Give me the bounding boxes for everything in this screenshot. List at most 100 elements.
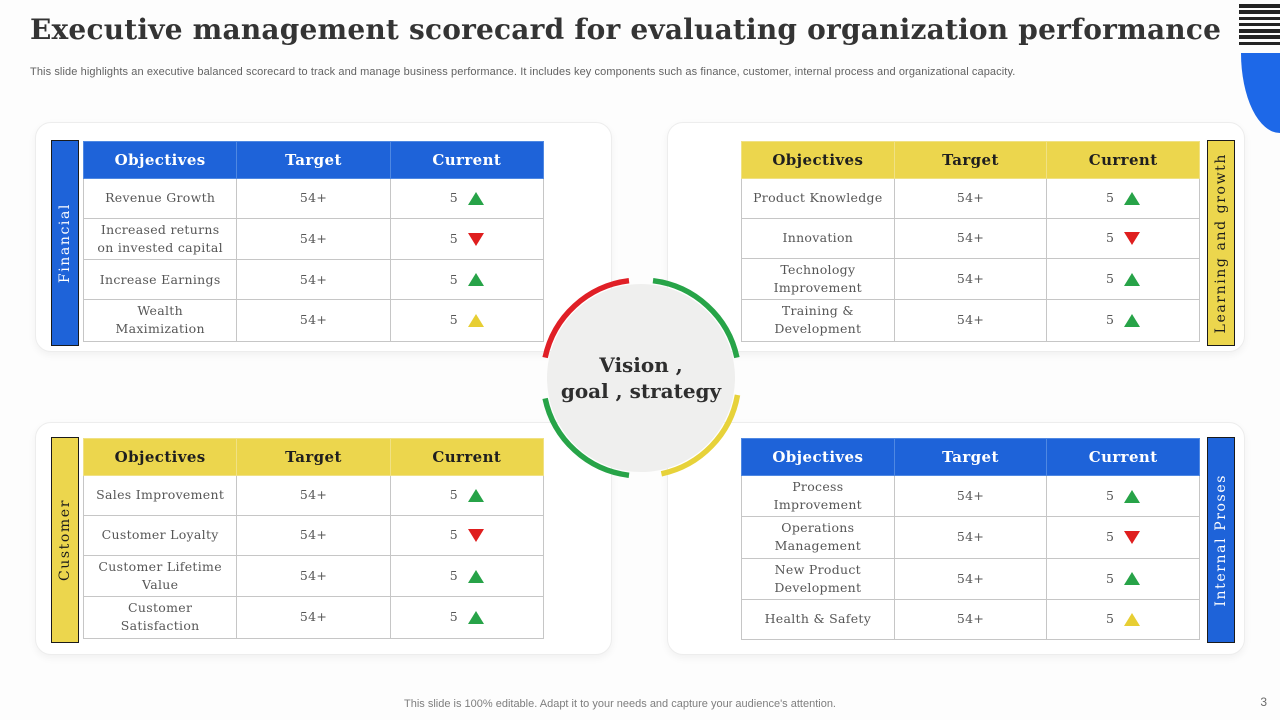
current-cell: 5 (389, 596, 545, 639)
stripe-decor (1239, 41, 1280, 46)
current-value: 5 (1106, 570, 1115, 586)
column-header-objectives: Objectives (82, 438, 238, 476)
current-cell: 5 (389, 475, 545, 516)
trend-down-icon (1124, 232, 1141, 245)
current-value: 5 (449, 271, 458, 287)
current-cell: 5 (1046, 516, 1200, 559)
current-value: 5 (449, 487, 458, 503)
learning-table: Objectives Target Current Product Knowle… (741, 141, 1200, 342)
current-value: 5 (449, 190, 458, 206)
table-row: Increase Earnings 54+ 5 (82, 259, 545, 301)
table-header-row: Objectives Target Current (82, 141, 545, 179)
customer-category-label: Customer (57, 498, 73, 582)
financial-category-bar: Financial (51, 140, 79, 346)
objective-cell: Increased returns on invested capital (82, 217, 238, 261)
target-cell: 54+ (236, 596, 391, 639)
column-header-objectives: Objectives (741, 438, 895, 476)
learning-category-bar: Learning and growth (1207, 140, 1235, 346)
column-header-target: Target (893, 438, 1048, 476)
current-cell: 5 (1046, 557, 1200, 600)
objective-cell: Revenue Growth (82, 178, 238, 219)
financial-scorecard-card: Financial Objectives Target Current Reve… (35, 122, 612, 352)
current-value: 5 (1106, 488, 1115, 504)
current-value: 5 (449, 609, 458, 625)
footer-note: This slide is 100% editable. Adapt it to… (404, 698, 836, 710)
stripe-decor (1239, 10, 1280, 14)
table-header-row: Objectives Target Current (741, 141, 1200, 179)
objective-cell: Wealth Maximization (82, 299, 238, 342)
column-header-current: Current (389, 141, 545, 179)
financial-category-label: Financial (57, 202, 73, 284)
customer-table: Objectives Target Current Sales Improvem… (82, 438, 545, 639)
trend-up-icon (467, 569, 484, 583)
target-cell: 54+ (893, 557, 1048, 600)
internal-category-label: Internal Proses (1213, 473, 1229, 607)
objective-cell: New Product Development (741, 557, 895, 600)
trend-up-icon (467, 192, 484, 205)
trend-up-icon (1124, 192, 1141, 205)
stripe-decor (1239, 35, 1280, 39)
vision-label: Vision , goal , strategy (531, 268, 751, 488)
arc-top-left-red (542, 277, 630, 359)
objective-cell: Process Improvement (741, 474, 895, 518)
target-cell: 54+ (893, 178, 1048, 219)
column-header-current: Current (1046, 141, 1200, 179)
objective-cell: Customer Satisfaction (82, 596, 238, 639)
trend-up-icon (1124, 272, 1141, 286)
column-header-target: Target (236, 438, 391, 476)
table-header-row: Objectives Target Current (82, 438, 545, 476)
table-row: Wealth Maximization 54+ 5 (82, 299, 545, 342)
target-cell: 54+ (893, 218, 1048, 259)
column-header-target: Target (893, 141, 1048, 179)
objective-cell: Training & Development (741, 299, 895, 342)
objective-cell: Product Knowledge (741, 178, 895, 219)
trend-down-icon (1124, 530, 1141, 544)
table-row: Customer Lifetime Value 54+ 5 (82, 554, 545, 598)
trend-down-icon (467, 529, 484, 542)
slide-subtitle: This slide highlights an executive balan… (30, 66, 1016, 78)
objective-cell: Technology Improvement (741, 257, 895, 301)
trend-up-icon (1124, 489, 1141, 503)
trend-up-icon (467, 489, 484, 502)
current-cell: 5 (389, 217, 545, 261)
column-header-current: Current (1046, 438, 1200, 476)
current-cell: 5 (1046, 257, 1200, 301)
trend-up-icon (1124, 313, 1141, 327)
internal-category-bar: Internal Proses (1207, 437, 1235, 643)
target-cell: 54+ (236, 475, 391, 516)
stripe-decor (1239, 16, 1280, 21)
objective-cell: Health & Safety (741, 598, 895, 640)
target-cell: 54+ (236, 178, 391, 219)
current-value: 5 (1106, 271, 1115, 287)
objective-cell: Increase Earnings (82, 259, 238, 301)
trend-up-icon (1124, 572, 1141, 586)
vision-circle-graphic (542, 277, 741, 479)
arc-bottom-left-green (542, 397, 630, 479)
trend-up-icon (1124, 612, 1141, 626)
current-cell: 5 (1046, 178, 1200, 219)
table-row: Innovation 54+ 5 (741, 218, 1200, 259)
page-number: 3 (1260, 695, 1267, 709)
current-cell: 5 (1046, 474, 1200, 518)
target-cell: 54+ (893, 257, 1048, 301)
target-cell: 54+ (893, 598, 1048, 640)
customer-category-bar: Customer (51, 437, 79, 643)
stripe-decor (1239, 4, 1280, 8)
hub-circle (547, 284, 735, 472)
stripe-decor (1239, 29, 1280, 33)
arc-bottom-right-yellow (660, 394, 741, 477)
table-row: Process Improvement 54+ 5 (741, 474, 1200, 518)
current-cell: 5 (1046, 299, 1200, 342)
current-cell: 5 (389, 515, 545, 556)
current-value: 5 (1106, 230, 1115, 246)
customer-scorecard-card: Customer Objectives Target Current Sales… (35, 422, 612, 655)
trend-up-icon (467, 273, 484, 287)
target-cell: 54+ (236, 515, 391, 556)
table-row: Product Knowledge 54+ 5 (741, 178, 1200, 219)
corner-blob-decor (1241, 53, 1280, 133)
vision-goal-strategy-hub: Vision , goal , strategy (531, 268, 751, 488)
objective-cell: Customer Lifetime Value (82, 554, 238, 598)
column-header-objectives: Objectives (741, 141, 895, 179)
vision-label-line1: Vision , (599, 353, 683, 377)
current-value: 5 (449, 231, 458, 247)
